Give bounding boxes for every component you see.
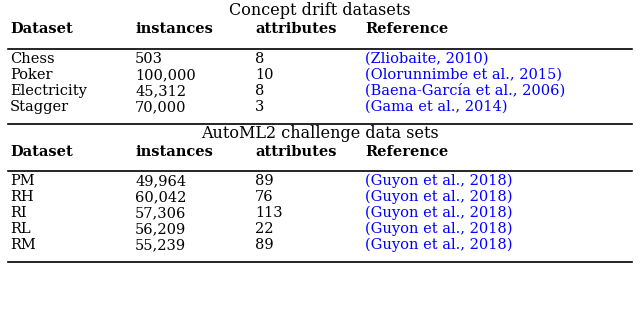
Text: (Zliobaite, 2010): (Zliobaite, 2010) <box>365 52 488 66</box>
Text: (Gama et al., 2014): (Gama et al., 2014) <box>365 100 508 114</box>
Text: attributes: attributes <box>255 145 337 159</box>
Text: 70,000: 70,000 <box>135 100 186 114</box>
Text: instances: instances <box>135 145 213 159</box>
Text: 113: 113 <box>255 206 283 220</box>
Text: 55,239: 55,239 <box>135 238 186 252</box>
Text: PM: PM <box>10 174 35 188</box>
Text: Dataset: Dataset <box>10 22 73 36</box>
Text: (Guyon et al., 2018): (Guyon et al., 2018) <box>365 222 513 236</box>
Text: Reference: Reference <box>365 145 448 159</box>
Text: 100,000: 100,000 <box>135 68 196 82</box>
Text: RM: RM <box>10 238 36 252</box>
Text: (Olorunnimbe et al., 2015): (Olorunnimbe et al., 2015) <box>365 68 562 82</box>
Text: Concept drift datasets: Concept drift datasets <box>229 2 411 19</box>
Text: 3: 3 <box>255 100 264 114</box>
Text: 76: 76 <box>255 190 274 204</box>
Text: Reference: Reference <box>365 22 448 36</box>
Text: 503: 503 <box>135 52 163 66</box>
Text: Stagger: Stagger <box>10 100 69 114</box>
Text: Chess: Chess <box>10 52 54 66</box>
Text: AutoML2 challenge data sets: AutoML2 challenge data sets <box>201 125 439 142</box>
Text: Poker: Poker <box>10 68 52 82</box>
Text: (Baena-García et al., 2006): (Baena-García et al., 2006) <box>365 84 565 98</box>
Text: attributes: attributes <box>255 22 337 36</box>
Text: RH: RH <box>10 190 34 204</box>
Text: RI: RI <box>10 206 27 220</box>
Text: 45,312: 45,312 <box>135 84 186 98</box>
Text: (Guyon et al., 2018): (Guyon et al., 2018) <box>365 190 513 204</box>
Text: Electricity: Electricity <box>10 84 87 98</box>
Text: 10: 10 <box>255 68 273 82</box>
Text: 8: 8 <box>255 84 264 98</box>
Text: RL: RL <box>10 222 31 236</box>
Text: instances: instances <box>135 22 213 36</box>
Text: 89: 89 <box>255 174 274 188</box>
Text: (Guyon et al., 2018): (Guyon et al., 2018) <box>365 238 513 252</box>
Text: 60,042: 60,042 <box>135 190 186 204</box>
Text: 89: 89 <box>255 238 274 252</box>
Text: 8: 8 <box>255 52 264 66</box>
Text: Dataset: Dataset <box>10 145 73 159</box>
Text: 57,306: 57,306 <box>135 206 186 220</box>
Text: (Guyon et al., 2018): (Guyon et al., 2018) <box>365 173 513 188</box>
Text: (Guyon et al., 2018): (Guyon et al., 2018) <box>365 206 513 220</box>
Text: 49,964: 49,964 <box>135 174 186 188</box>
Text: 22: 22 <box>255 222 273 236</box>
Text: 56,209: 56,209 <box>135 222 186 236</box>
